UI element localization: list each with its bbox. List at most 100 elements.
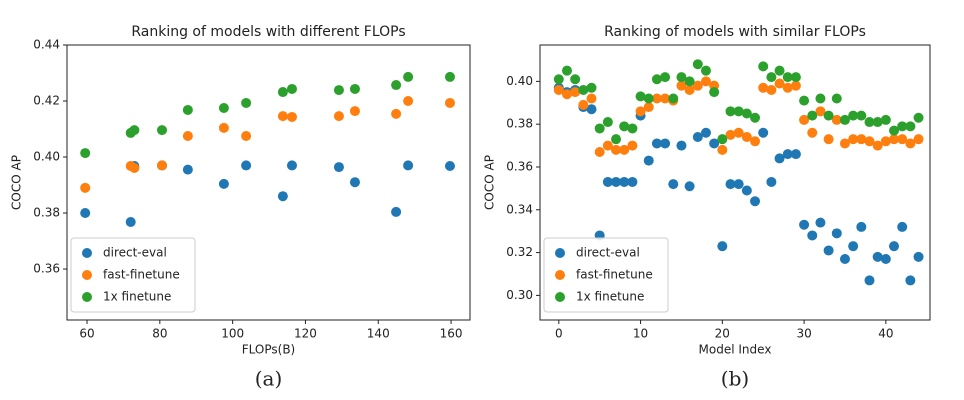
point bbox=[684, 76, 695, 87]
point bbox=[889, 241, 900, 252]
point bbox=[872, 140, 883, 151]
point bbox=[286, 83, 297, 94]
y-tick-label: 0.44 bbox=[33, 38, 60, 52]
x-tick-label: 100 bbox=[221, 327, 244, 341]
point bbox=[391, 206, 402, 217]
y-tick-label: 0.42 bbox=[33, 94, 60, 108]
point bbox=[864, 275, 875, 286]
point bbox=[594, 147, 605, 158]
point bbox=[889, 134, 900, 145]
y-tick-label: 0.38 bbox=[506, 117, 533, 131]
point bbox=[660, 93, 671, 104]
point bbox=[905, 138, 916, 149]
point bbox=[391, 108, 402, 119]
point bbox=[913, 134, 924, 145]
plot-frame bbox=[539, 44, 931, 321]
point bbox=[635, 106, 646, 117]
point bbox=[856, 134, 867, 145]
point bbox=[766, 176, 777, 187]
point bbox=[815, 106, 826, 117]
point bbox=[635, 91, 646, 102]
legend-label: direct-eval bbox=[103, 246, 167, 260]
x-tick-label: 120 bbox=[294, 327, 317, 341]
point bbox=[349, 106, 360, 117]
point bbox=[218, 122, 229, 133]
point bbox=[578, 84, 589, 95]
point bbox=[349, 83, 360, 94]
point bbox=[905, 121, 916, 132]
point bbox=[611, 134, 622, 145]
point bbox=[129, 162, 140, 173]
point bbox=[602, 140, 613, 151]
y-tick-label: 0.32 bbox=[506, 245, 533, 259]
point bbox=[157, 160, 168, 171]
y-axis-label: COCO AP bbox=[483, 155, 497, 210]
point bbox=[651, 74, 662, 85]
point bbox=[80, 208, 91, 219]
point bbox=[733, 179, 744, 190]
legend-label: fast-finetune bbox=[103, 268, 180, 282]
point bbox=[627, 176, 638, 187]
point bbox=[182, 131, 193, 142]
point bbox=[766, 84, 777, 95]
point bbox=[553, 74, 564, 85]
point bbox=[848, 241, 859, 252]
point bbox=[403, 160, 414, 171]
legend-marker bbox=[82, 248, 92, 258]
point bbox=[709, 138, 720, 149]
chart-title: Ranking of models with different FLOPs bbox=[131, 24, 405, 40]
point bbox=[277, 191, 288, 202]
x-tick-label: 60 bbox=[79, 327, 94, 341]
point bbox=[831, 114, 842, 125]
chart-title: Ranking of models with similar FLOPs bbox=[604, 24, 866, 40]
point bbox=[725, 129, 736, 140]
point bbox=[725, 179, 736, 190]
point bbox=[839, 114, 850, 125]
point bbox=[586, 93, 597, 104]
point bbox=[913, 112, 924, 123]
point bbox=[717, 134, 728, 145]
point bbox=[725, 106, 736, 117]
point bbox=[444, 71, 455, 82]
y-tick-label: 0.30 bbox=[506, 288, 533, 302]
point bbox=[799, 219, 810, 230]
point bbox=[831, 228, 842, 239]
x-tick-label: 40 bbox=[878, 327, 893, 341]
point bbox=[815, 93, 826, 104]
point bbox=[700, 76, 711, 87]
point bbox=[872, 251, 883, 262]
y-tick-label: 0.36 bbox=[506, 159, 533, 173]
point bbox=[651, 138, 662, 149]
point bbox=[218, 178, 229, 189]
point bbox=[774, 78, 785, 89]
point bbox=[444, 160, 455, 171]
y-axis-label: COCO AP bbox=[10, 155, 24, 210]
x-tick-label: 10 bbox=[633, 327, 648, 341]
y-tick-label: 0.40 bbox=[506, 74, 533, 88]
point bbox=[619, 176, 630, 187]
point bbox=[913, 251, 924, 262]
point bbox=[758, 127, 769, 138]
point bbox=[125, 216, 136, 227]
point bbox=[619, 121, 630, 132]
point bbox=[897, 221, 908, 232]
point bbox=[277, 111, 288, 122]
point bbox=[286, 160, 297, 171]
x-tick-label: 20 bbox=[715, 327, 730, 341]
point bbox=[872, 117, 883, 128]
x-tick-label: 160 bbox=[440, 327, 463, 341]
point bbox=[807, 110, 818, 121]
point bbox=[619, 144, 630, 155]
point bbox=[692, 132, 703, 143]
legend-marker bbox=[82, 292, 92, 302]
point bbox=[790, 80, 801, 91]
point bbox=[684, 84, 695, 95]
plot-frame bbox=[66, 44, 471, 321]
point bbox=[643, 102, 654, 113]
point bbox=[277, 87, 288, 98]
point bbox=[880, 114, 891, 125]
point bbox=[218, 103, 229, 114]
point bbox=[880, 136, 891, 147]
point bbox=[668, 93, 679, 104]
